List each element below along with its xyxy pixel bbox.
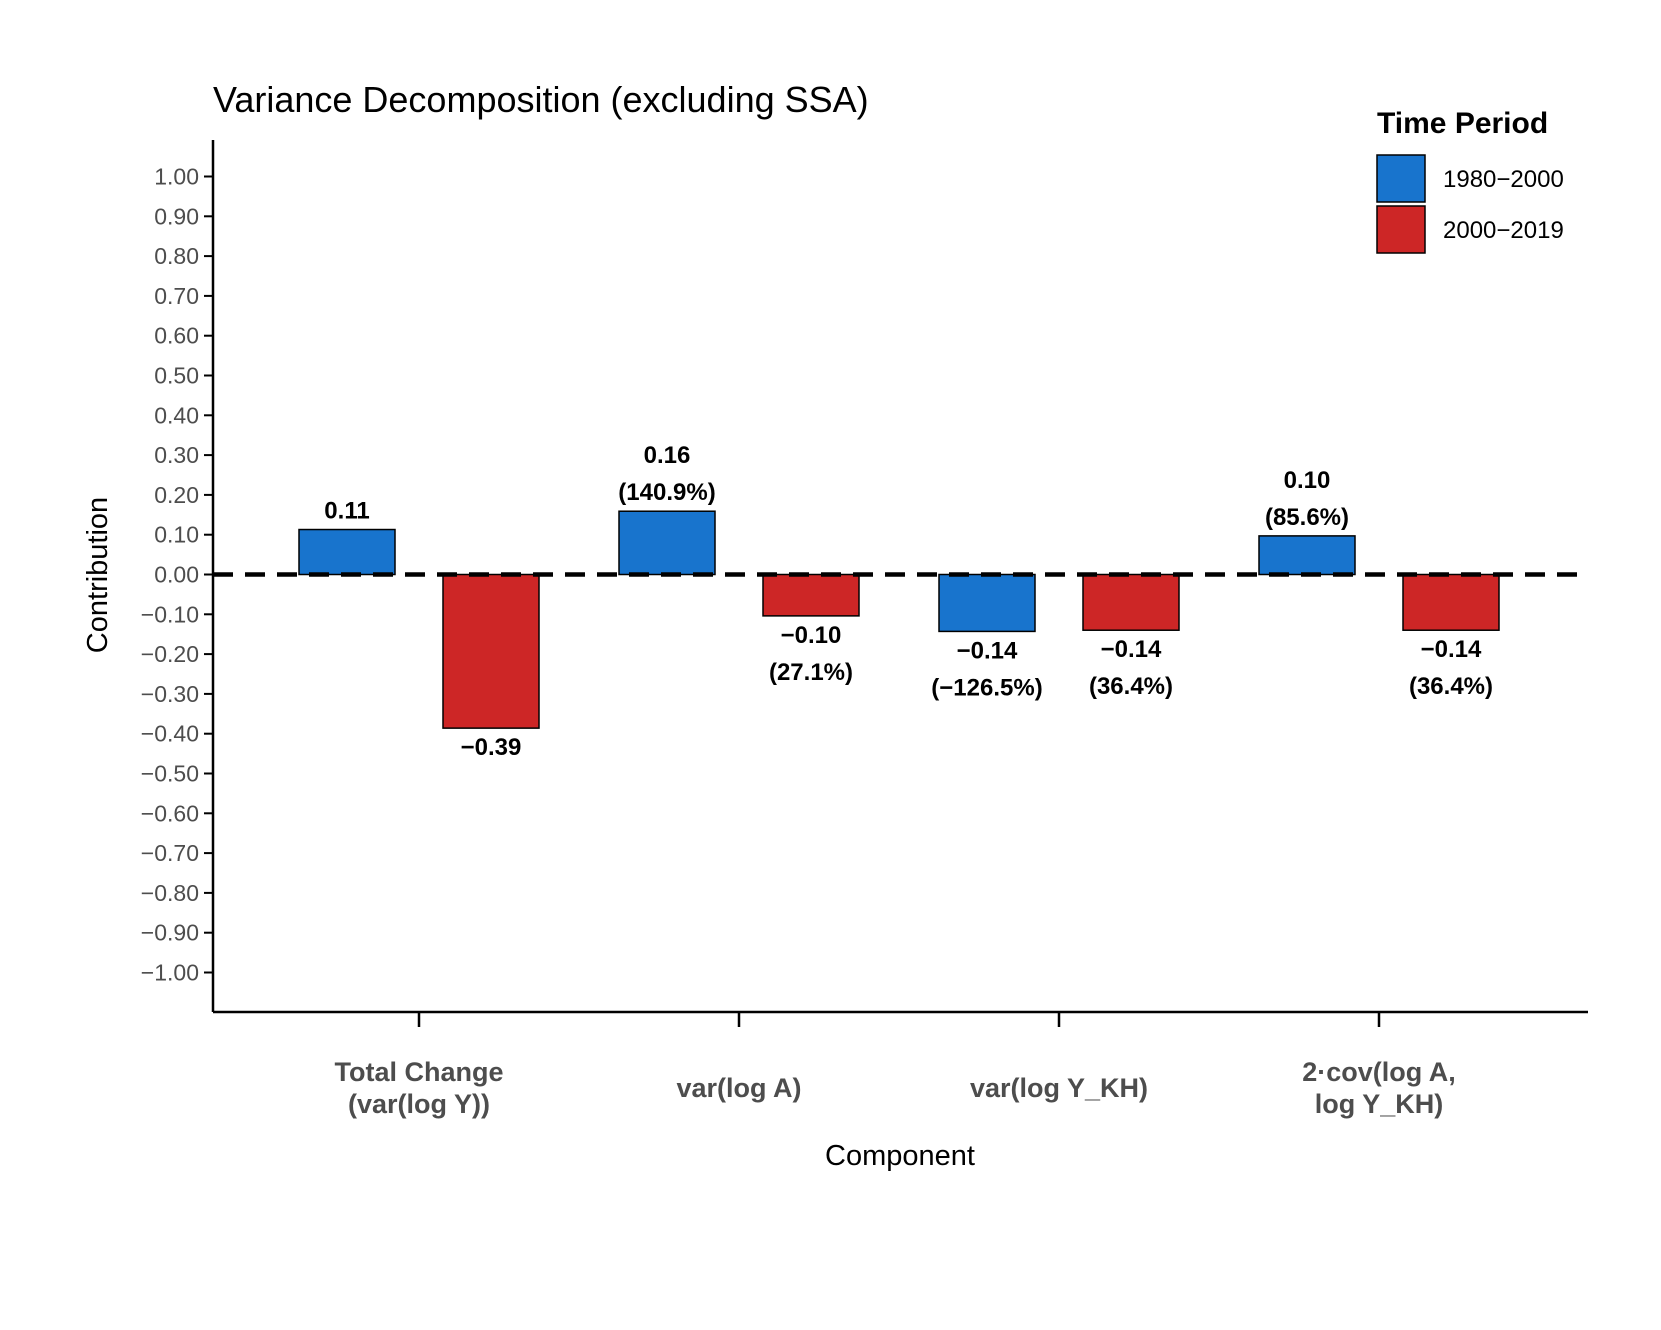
x-category-label: (var(log Y)) (348, 1089, 490, 1119)
plot-area: 1.00 0.90 0.80 0.70 0.60 0.50 0.40 0.30 0.20 0.10… (82, 140, 1588, 1172)
bar-series-2 (1082, 573, 1180, 631)
legend-label: 2000−2019 (1443, 217, 1564, 244)
bar-series-1 (618, 510, 716, 576)
y-tick-label: 0.20 (154, 482, 199, 508)
data-label: (−126.5%) (931, 674, 1042, 701)
x-category-label: var(log Y_KH) (970, 1073, 1148, 1103)
data-label: −0.10 (781, 622, 842, 649)
y-tick-label: 0.50 (154, 363, 199, 389)
x-category-label: log Y_KH) (1315, 1089, 1444, 1119)
y-tick-label: −0.20 (141, 641, 199, 667)
y-tick-label: 0.30 (154, 442, 199, 468)
y-tick-label: −0.70 (141, 840, 199, 866)
y-tick-label: 1.00 (154, 164, 199, 190)
y-tick-label: −0.50 (141, 761, 199, 787)
x-category-label: var(log A) (676, 1073, 801, 1103)
y-axis-title: Contribution (82, 497, 114, 653)
data-label: 0.10 (1284, 467, 1331, 494)
data-label: 0.16 (644, 442, 691, 469)
data-label: −0.14 (1421, 636, 1482, 663)
y-tick-label: −0.30 (141, 681, 199, 707)
y-tick-label: 0.80 (154, 243, 199, 269)
y-tick-label: −1.00 (141, 960, 199, 986)
data-label: −0.14 (1101, 636, 1162, 663)
data-label: (36.4%) (1089, 673, 1173, 700)
y-tick-label: 0.90 (154, 203, 199, 229)
x-axis-title: Component (825, 1140, 975, 1172)
y-tick-label: −0.90 (141, 920, 199, 946)
x-category-label: 2·cov(log A, (1302, 1057, 1456, 1087)
bar-series-1 (938, 573, 1036, 633)
data-label: (85.6%) (1265, 504, 1349, 531)
legend-swatch-2 (1376, 205, 1426, 254)
legend-title: Time Period (1377, 107, 1548, 140)
bar-series-2 (442, 573, 540, 729)
bar-series-1 (298, 528, 396, 576)
y-tick-label: 0.10 (154, 522, 199, 548)
x-category-label: Total Change (334, 1057, 503, 1087)
data-label: −0.39 (461, 734, 522, 761)
y-tick-label: 0.00 (154, 562, 199, 588)
y-tick-label: 0.70 (154, 283, 199, 309)
y-tick-label: −0.80 (141, 880, 199, 906)
y-tick-label: 0.60 (154, 323, 199, 349)
bar-series-1 (1258, 535, 1356, 576)
legend-label: 1980−2000 (1443, 166, 1564, 193)
chart-title: Variance Decomposition (excluding SSA) (213, 79, 869, 120)
data-label: (36.4%) (1409, 673, 1493, 700)
y-tick-label: −0.10 (141, 601, 199, 627)
data-label: −0.14 (957, 637, 1018, 664)
data-label: (27.1%) (769, 659, 853, 686)
legend: Time Period 1980−2000 2000−2019 (1376, 107, 1564, 254)
data-label: (140.9%) (618, 479, 715, 506)
y-tick-label: −0.40 (141, 721, 199, 747)
data-label: 0.11 (324, 498, 369, 525)
bar-series-2 (1402, 573, 1500, 631)
legend-swatch-1 (1376, 154, 1426, 203)
y-tick-label: 0.40 (154, 402, 199, 428)
bar-series-2 (762, 573, 860, 617)
y-tick-label: −0.60 (141, 800, 199, 826)
